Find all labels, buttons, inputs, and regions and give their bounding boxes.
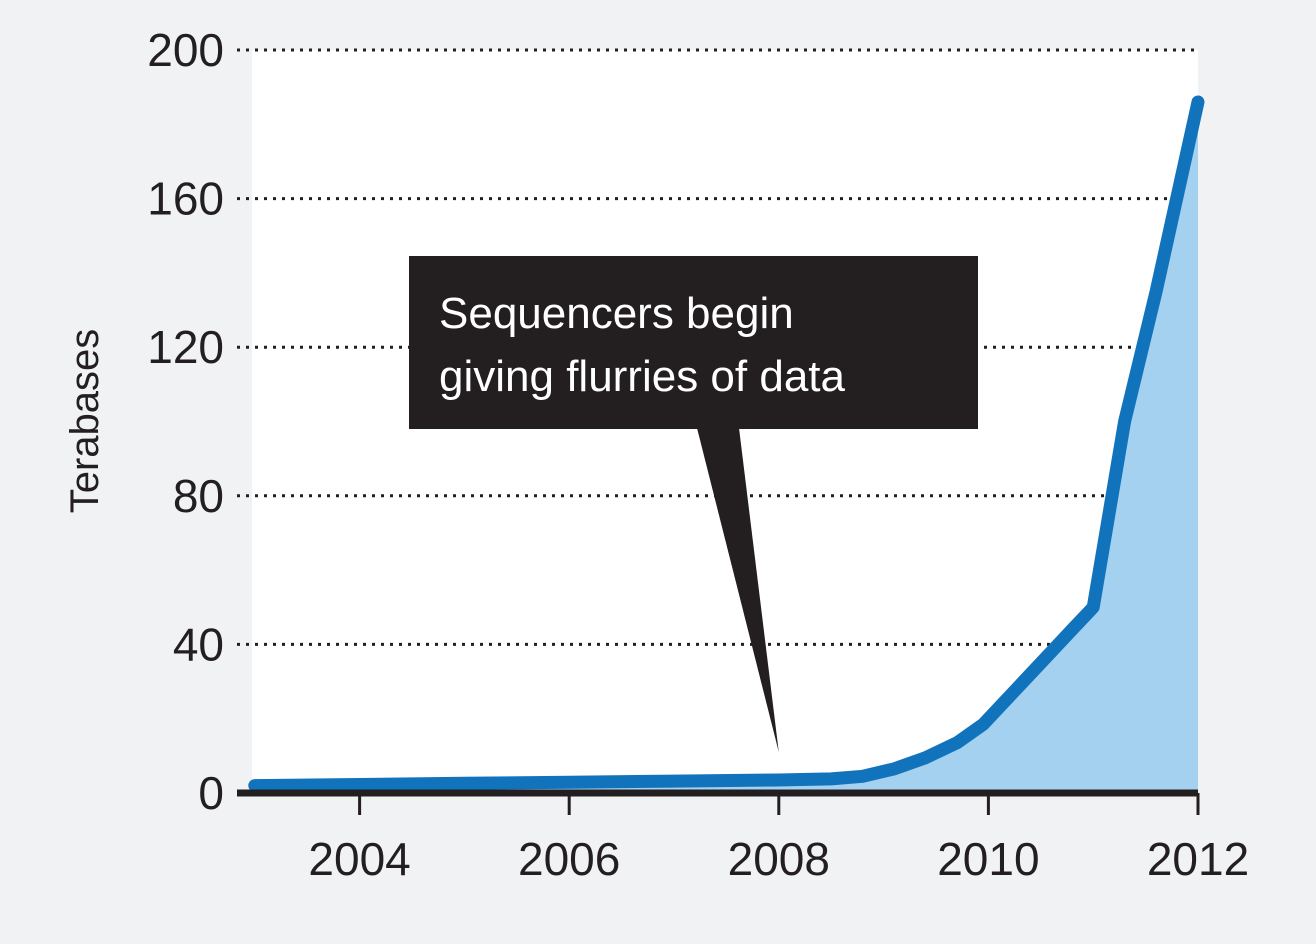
y-tick-label-40: 40 bbox=[173, 618, 224, 670]
y-tick-label-0: 0 bbox=[198, 767, 224, 819]
annotation-pointer bbox=[697, 428, 779, 753]
annotation-text-line-1: Sequencers begin bbox=[439, 289, 794, 338]
x-axis-ticks: 2004 2006 2008 2010 2012 bbox=[308, 793, 1249, 885]
y-tick-label-200: 200 bbox=[147, 24, 224, 76]
annotation-text-line-2: giving flurries of data bbox=[439, 352, 846, 401]
series-line bbox=[248, 95, 1205, 793]
x-tick-label-2006: 2006 bbox=[518, 833, 620, 885]
y-tick-label-120: 120 bbox=[147, 321, 224, 373]
x-tick-label-2010: 2010 bbox=[937, 833, 1039, 885]
annotation-callout: Sequencers begin giving flurries of data bbox=[409, 256, 978, 753]
y-axis-ticks: 0 40 80 120 160 200 bbox=[147, 24, 224, 819]
x-tick-label-2004: 2004 bbox=[308, 833, 410, 885]
x-tick-label-2008: 2008 bbox=[728, 833, 830, 885]
annotation-box bbox=[409, 256, 978, 429]
area-fill bbox=[254, 102, 1199, 793]
x-tick-label-2012: 2012 bbox=[1147, 833, 1249, 885]
y-axis-title: Terabases bbox=[63, 329, 107, 514]
y-tick-label-80: 80 bbox=[173, 470, 224, 522]
y-tick-label-160: 160 bbox=[147, 173, 224, 225]
